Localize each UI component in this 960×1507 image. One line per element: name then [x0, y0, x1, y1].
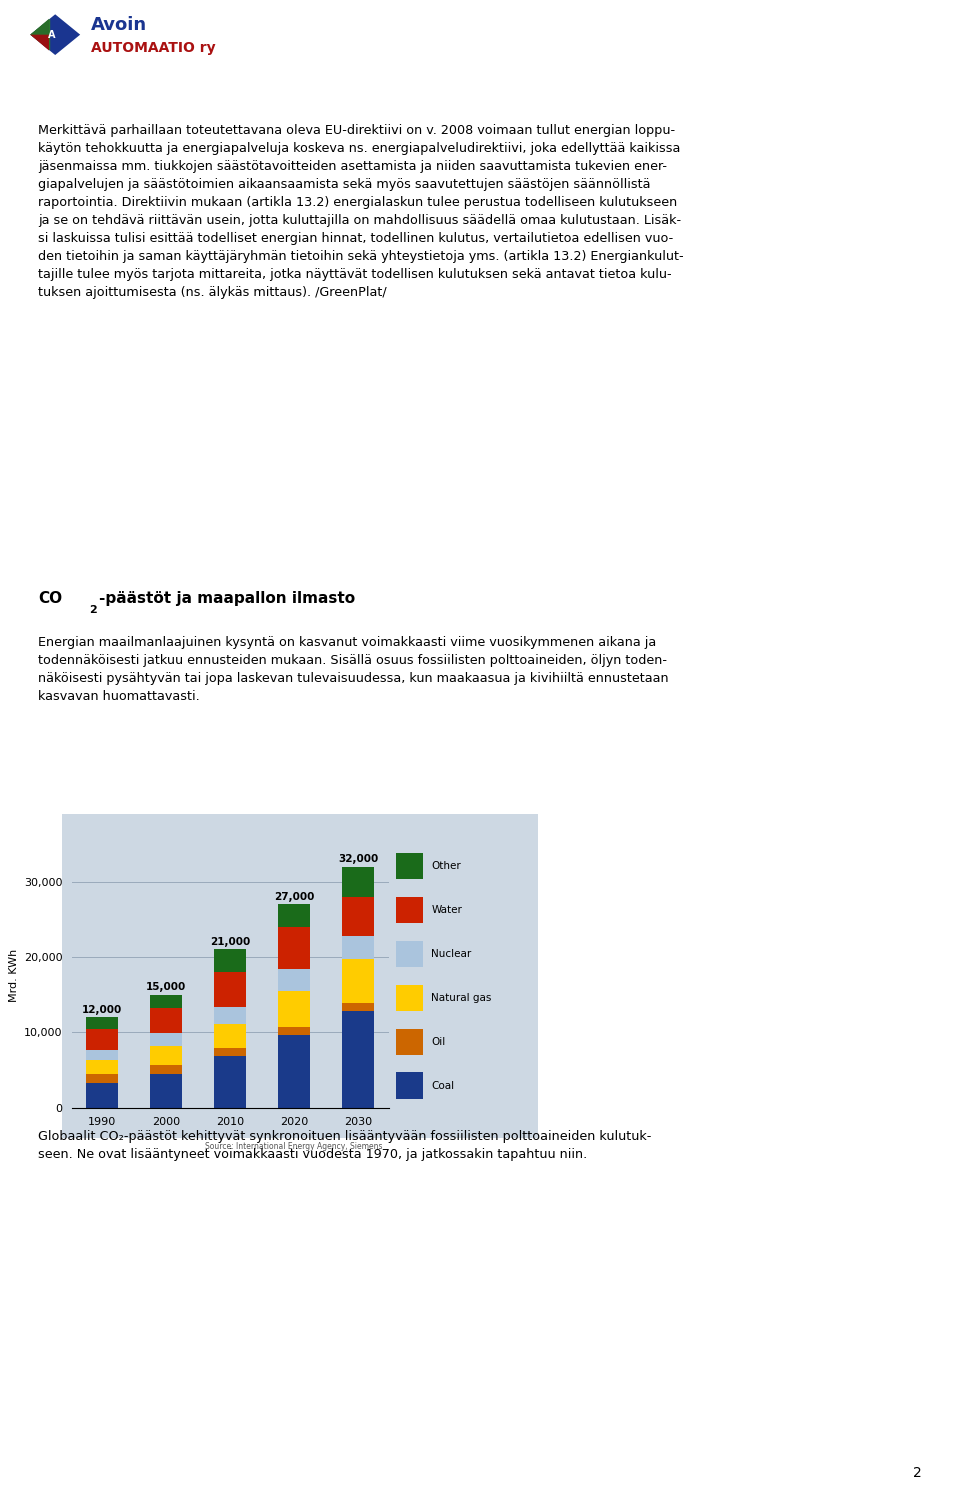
Text: Water: Water — [431, 904, 462, 915]
Bar — [396, 1073, 423, 1099]
Text: Avoin: Avoin — [91, 15, 147, 33]
Bar — [396, 1028, 423, 1055]
Bar — [86, 1028, 118, 1049]
Bar — [278, 927, 310, 969]
Text: Globaalit CO₂-päästöt kehittyvät synkronoituen lisääntyvään fossiilisten polttoa: Globaalit CO₂-päästöt kehittyvät synkron… — [38, 1130, 652, 1162]
Y-axis label: Mrd. KWh: Mrd. KWh — [10, 949, 19, 1002]
Bar — [214, 1007, 247, 1025]
Bar — [151, 1008, 182, 1034]
Text: 12,000: 12,000 — [83, 1005, 123, 1016]
Text: -päästöt ja maapallon ilmasto: -päästöt ja maapallon ilmasto — [99, 591, 355, 606]
Text: A: A — [48, 30, 56, 39]
Bar — [343, 1004, 374, 1011]
Text: Oil: Oil — [431, 1037, 445, 1047]
Polygon shape — [31, 20, 49, 35]
Text: 21,000: 21,000 — [210, 937, 251, 948]
Bar — [278, 992, 310, 1028]
Text: Natural gas: Natural gas — [431, 993, 492, 1002]
Bar — [214, 1025, 247, 1049]
Bar — [214, 1049, 247, 1056]
Text: 2: 2 — [89, 604, 97, 615]
Bar — [151, 995, 182, 1008]
Polygon shape — [31, 20, 50, 50]
Bar — [396, 984, 423, 1011]
Text: Source: International Energy Agency, Siemens: Source: International Energy Agency, Sie… — [205, 1142, 382, 1151]
Bar — [86, 1061, 118, 1074]
Bar — [214, 949, 247, 972]
Bar — [151, 1064, 182, 1073]
Bar — [86, 1017, 118, 1028]
Bar — [343, 867, 374, 897]
Bar — [396, 897, 423, 922]
Text: Merkittävä parhaillaan toteutettavana oleva EU-direktiivi on v. 2008 voimaan tul: Merkittävä parhaillaan toteutettavana ol… — [38, 124, 684, 298]
Polygon shape — [31, 35, 49, 50]
Bar — [151, 1034, 182, 1046]
Bar — [86, 1074, 118, 1082]
Bar — [278, 1034, 310, 1108]
Text: AUTOMAATIO ry: AUTOMAATIO ry — [91, 41, 216, 56]
Bar — [343, 897, 374, 936]
Bar — [396, 853, 423, 879]
Bar — [151, 1073, 182, 1108]
Bar — [214, 972, 247, 1007]
Bar — [396, 940, 423, 967]
Text: 15,000: 15,000 — [146, 983, 186, 993]
Bar — [86, 1082, 118, 1108]
Bar — [343, 960, 374, 1004]
Bar — [278, 1028, 310, 1034]
Bar — [278, 904, 310, 927]
Text: 2: 2 — [913, 1466, 922, 1480]
Text: Coal: Coal — [431, 1081, 454, 1091]
Text: Other: Other — [431, 860, 461, 871]
Text: CO: CO — [38, 591, 62, 606]
Bar — [151, 1046, 182, 1064]
Bar — [214, 1056, 247, 1108]
Bar — [343, 936, 374, 960]
Polygon shape — [31, 15, 80, 54]
Text: Nuclear: Nuclear — [431, 949, 471, 958]
Bar — [86, 1049, 118, 1061]
Text: 27,000: 27,000 — [275, 892, 315, 901]
Text: Energian maailmanlaajuinen kysyntä on kasvanut voimakkaasti viime vuosikymmenen : Energian maailmanlaajuinen kysyntä on ka… — [38, 636, 669, 702]
Text: 32,000: 32,000 — [338, 854, 378, 865]
Bar — [278, 969, 310, 992]
Bar — [343, 1011, 374, 1108]
